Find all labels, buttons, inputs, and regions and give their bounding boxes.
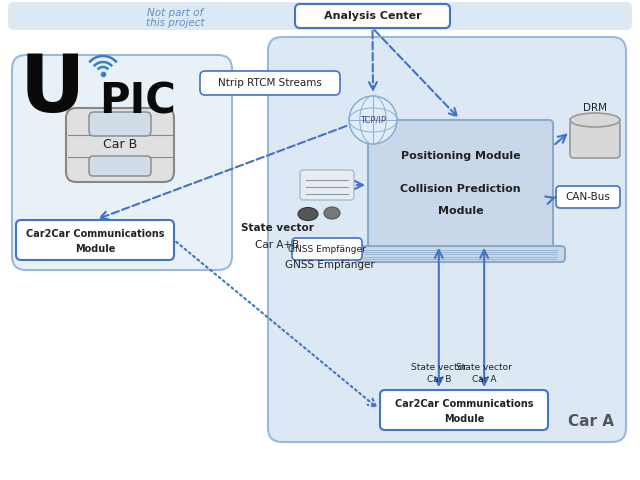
FancyBboxPatch shape	[380, 390, 548, 430]
FancyBboxPatch shape	[8, 2, 632, 30]
Text: Analysis Center: Analysis Center	[324, 11, 421, 21]
FancyBboxPatch shape	[12, 55, 232, 270]
FancyBboxPatch shape	[295, 4, 450, 28]
FancyBboxPatch shape	[368, 120, 553, 250]
Text: CAN-Bus: CAN-Bus	[566, 192, 611, 202]
Text: TCP/IP: TCP/IP	[360, 116, 386, 124]
Text: GNSS Empfänger: GNSS Empfänger	[285, 260, 375, 270]
FancyBboxPatch shape	[292, 238, 362, 260]
Text: Car2Car Communications: Car2Car Communications	[395, 399, 533, 409]
Text: Car A: Car A	[568, 415, 614, 430]
Text: Positioning Module: Positioning Module	[401, 151, 520, 161]
FancyBboxPatch shape	[268, 37, 626, 442]
Text: U: U	[19, 51, 84, 129]
Text: Car2Car Communications: Car2Car Communications	[26, 229, 164, 239]
Text: State vector: State vector	[241, 223, 314, 233]
FancyBboxPatch shape	[89, 112, 151, 136]
Text: Collision Prediction: Collision Prediction	[400, 184, 521, 194]
FancyBboxPatch shape	[16, 220, 174, 260]
Text: Car B: Car B	[426, 374, 451, 384]
FancyBboxPatch shape	[200, 71, 340, 95]
Ellipse shape	[324, 207, 340, 219]
Text: Module: Module	[444, 414, 484, 424]
Text: State vector: State vector	[456, 363, 512, 372]
Text: DRM: DRM	[583, 103, 607, 113]
Text: Car B: Car B	[103, 139, 137, 152]
Text: GNSS Empfänger: GNSS Empfänger	[288, 244, 366, 253]
Ellipse shape	[570, 113, 620, 127]
FancyBboxPatch shape	[355, 246, 565, 262]
FancyBboxPatch shape	[66, 108, 174, 182]
Text: this project: this project	[146, 18, 204, 28]
FancyBboxPatch shape	[89, 156, 151, 176]
FancyBboxPatch shape	[300, 170, 354, 200]
Text: Module: Module	[438, 206, 483, 216]
Text: Not part of: Not part of	[147, 8, 203, 18]
Text: PIC: PIC	[100, 81, 177, 123]
Text: Ntrip RTCM Streams: Ntrip RTCM Streams	[218, 78, 322, 88]
Text: State vector: State vector	[411, 363, 467, 372]
FancyBboxPatch shape	[570, 120, 620, 158]
Text: Car A+B: Car A+B	[255, 240, 299, 250]
Circle shape	[349, 96, 397, 144]
FancyBboxPatch shape	[556, 186, 620, 208]
Text: Car A: Car A	[472, 374, 497, 384]
Text: Module: Module	[75, 244, 115, 254]
Ellipse shape	[298, 207, 318, 220]
